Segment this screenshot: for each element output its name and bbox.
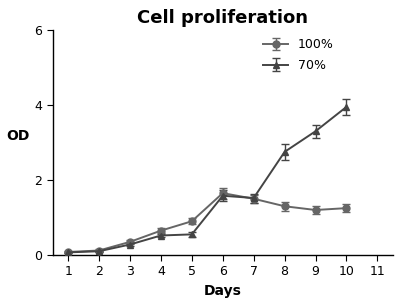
Title: Cell proliferation: Cell proliferation — [137, 9, 308, 27]
Y-axis label: OD: OD — [6, 128, 29, 142]
Legend: 100%, 70%: 100%, 70% — [263, 38, 334, 72]
X-axis label: Days: Days — [204, 284, 242, 298]
